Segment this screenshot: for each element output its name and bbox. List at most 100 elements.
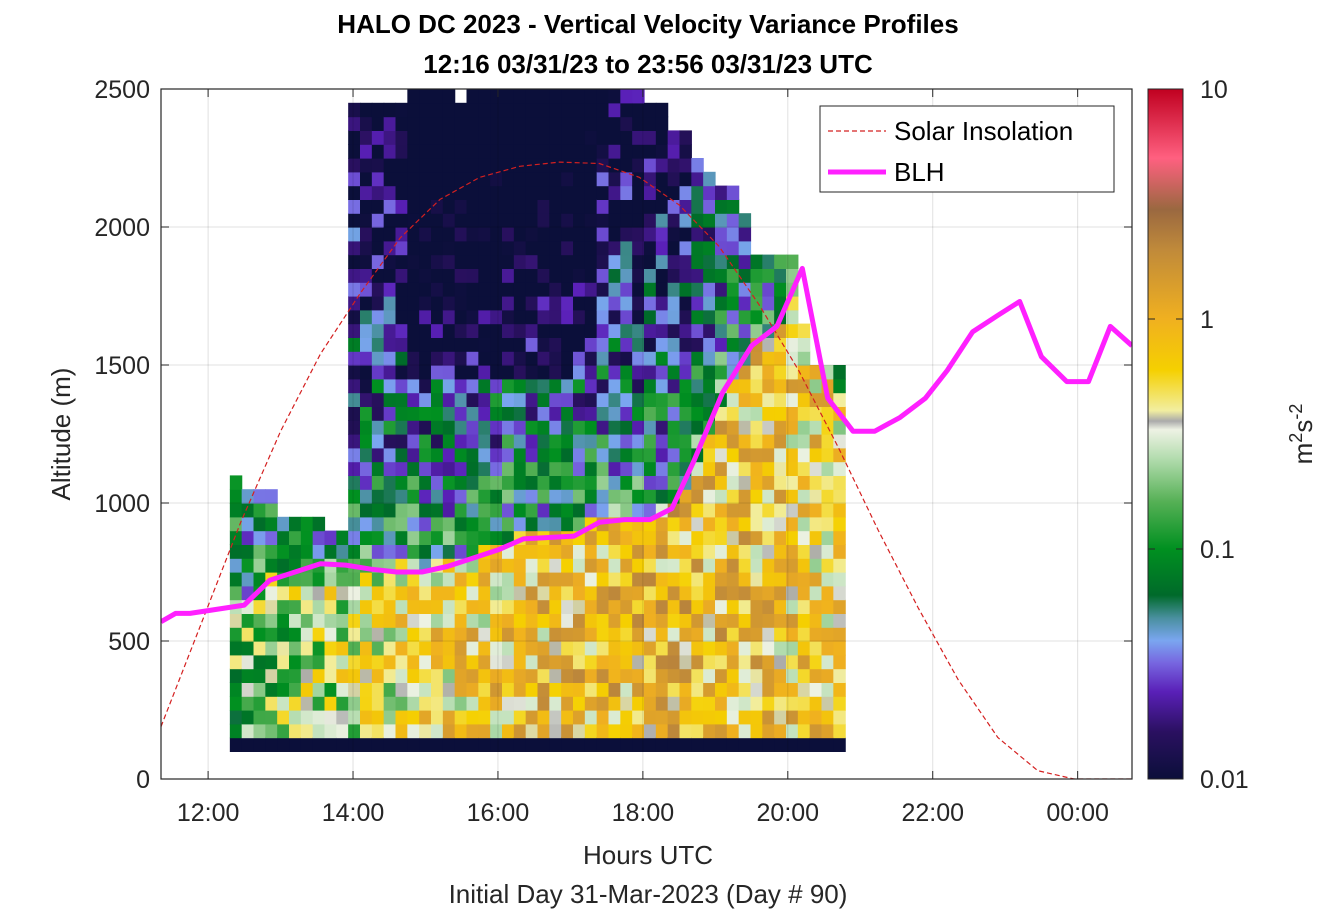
heatmap-cell xyxy=(833,627,846,642)
heatmap-cell xyxy=(395,599,408,614)
heatmap-cell xyxy=(644,696,657,711)
heatmap-cell xyxy=(667,654,681,670)
heatmap-cell xyxy=(371,116,385,131)
heatmap-cell xyxy=(537,434,550,449)
heatmap-cell xyxy=(407,530,420,545)
heatmap-cell xyxy=(466,572,479,587)
heatmap-cell xyxy=(395,130,408,145)
heatmap-cell xyxy=(383,323,397,338)
heatmap-cell xyxy=(750,447,763,463)
heatmap-cell xyxy=(513,309,527,325)
heatmap-cell xyxy=(644,213,657,228)
heatmap-cell xyxy=(454,185,468,200)
heatmap-cell xyxy=(620,544,633,559)
heatmap-cell xyxy=(253,489,266,504)
heatmap-cell xyxy=(407,378,420,394)
heatmap-cell xyxy=(360,447,373,463)
heatmap-cell xyxy=(490,213,503,228)
heatmap-cell xyxy=(324,668,337,683)
heatmap-cell xyxy=(750,503,763,518)
heatmap-cell xyxy=(395,365,408,380)
heatmap-cell xyxy=(726,489,740,504)
heatmap-cell xyxy=(608,254,621,269)
heatmap-cell xyxy=(419,158,432,173)
heatmap-cell xyxy=(478,296,491,311)
heatmap-cell xyxy=(360,613,373,628)
heatmap-cell xyxy=(383,282,397,297)
heatmap-cell xyxy=(691,613,704,628)
heatmap-cell xyxy=(667,461,681,476)
heatmap-cell xyxy=(454,254,468,269)
heatmap-cell xyxy=(620,585,633,601)
heatmap-cell xyxy=(229,613,243,628)
heatmap-cell xyxy=(537,585,550,601)
heatmap-cell xyxy=(549,351,562,366)
heatmap-cell xyxy=(253,710,266,725)
heatmap-cell xyxy=(454,737,468,752)
heatmap-cell xyxy=(537,323,550,338)
heatmap-cell xyxy=(513,130,527,145)
heatmap-cell xyxy=(525,240,539,256)
heatmap-cell xyxy=(797,544,811,559)
heatmap-cell xyxy=(608,489,621,504)
heatmap-cell xyxy=(738,406,752,421)
heatmap-cell xyxy=(667,585,681,601)
heatmap-cell xyxy=(490,723,503,739)
heatmap-cell xyxy=(525,323,539,338)
heatmap-cell xyxy=(442,268,456,283)
heatmap-cell xyxy=(596,503,610,518)
heatmap-cell xyxy=(584,171,598,187)
heatmap-cell xyxy=(738,489,752,504)
heatmap-cell xyxy=(466,282,479,297)
heatmap-cell xyxy=(549,572,562,587)
heatmap-cell xyxy=(348,641,361,656)
heatmap-cell xyxy=(715,447,728,463)
heatmap-cell xyxy=(655,461,669,476)
heatmap-cell xyxy=(774,365,787,380)
heatmap-cell xyxy=(797,503,811,518)
heatmap-cell xyxy=(620,102,633,118)
heatmap-cell xyxy=(371,365,385,380)
heatmap-cell xyxy=(229,544,243,559)
heatmap-cell xyxy=(738,516,752,532)
heatmap-cell xyxy=(525,392,539,407)
heatmap-cell xyxy=(762,420,775,435)
heatmap-cell xyxy=(620,89,633,104)
heatmap-cell xyxy=(419,351,432,366)
heatmap-cell xyxy=(821,654,834,670)
heatmap-cell xyxy=(596,461,610,476)
heatmap-cell xyxy=(442,282,456,297)
heatmap-cell xyxy=(762,710,775,725)
heatmap-cell xyxy=(596,489,610,504)
heatmap-cell xyxy=(407,199,420,214)
heatmap-cell xyxy=(348,254,361,269)
heatmap-cell xyxy=(596,544,610,559)
heatmap-cell xyxy=(821,572,834,587)
heatmap-cell xyxy=(667,351,681,366)
heatmap-cell xyxy=(419,572,432,587)
heatmap-cell xyxy=(762,641,775,656)
heatmap-cell xyxy=(229,585,243,601)
heatmap-cell xyxy=(786,337,799,352)
heatmap-cell xyxy=(596,572,610,587)
heatmap-cell xyxy=(360,144,373,159)
heatmap-cell xyxy=(750,392,763,407)
heatmap-cell xyxy=(454,116,468,131)
heatmap-cell xyxy=(809,475,823,490)
heatmap-cell xyxy=(419,240,432,256)
heatmap-cell xyxy=(584,185,598,200)
heatmap-cell xyxy=(715,723,728,739)
heatmap-cell xyxy=(703,227,716,242)
heatmap-cell xyxy=(383,613,397,628)
heatmap-cell xyxy=(490,654,503,670)
heatmap-cell xyxy=(419,696,432,711)
heatmap-cell xyxy=(632,503,645,518)
heatmap-cell xyxy=(348,365,361,380)
heatmap-cell xyxy=(442,102,456,118)
heatmap-cell xyxy=(549,323,562,338)
heatmap-cell xyxy=(632,227,645,242)
heatmap-cell xyxy=(395,309,408,325)
heatmap-cell xyxy=(478,130,491,145)
heatmap-cell xyxy=(750,585,763,601)
heatmap-cell xyxy=(644,130,657,145)
